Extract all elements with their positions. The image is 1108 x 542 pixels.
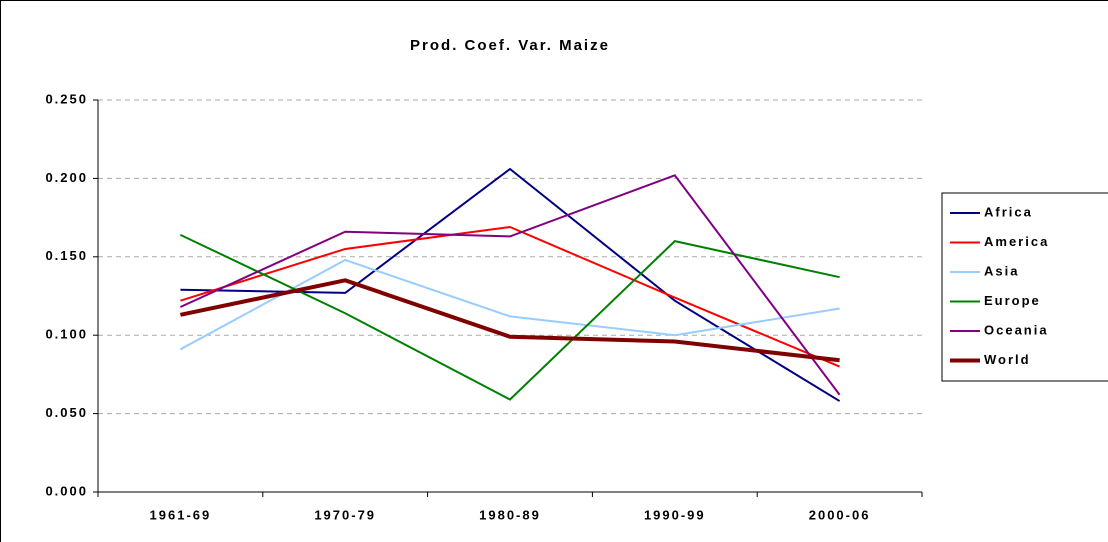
x-tick-label: 2000-06: [809, 507, 871, 522]
x-tick-label: 1980-89: [479, 507, 541, 522]
y-tick-label: 0.050: [45, 405, 88, 420]
x-tick-label: 1990-99: [644, 507, 706, 522]
legend-box: [941, 192, 1108, 382]
x-tick-label: 1970-79: [314, 507, 376, 522]
series-line: [180, 225, 840, 368]
legend-label: Europe: [984, 293, 1041, 308]
y-tick-label: 0.200: [45, 170, 88, 185]
x-tick-label: 1961-69: [150, 507, 212, 522]
y-tick-label: 0.250: [45, 91, 88, 106]
y-tick-label: 0.000: [45, 483, 88, 498]
legend-label: America: [984, 234, 1049, 249]
series-line: [179, 278, 840, 363]
legend-label: World: [984, 352, 1031, 367]
series-line: [179, 233, 840, 401]
y-tick-label: 0.100: [45, 327, 88, 342]
legend-label: Africa: [984, 204, 1033, 219]
series-line: [179, 174, 841, 396]
legend-label: Oceania: [984, 322, 1049, 337]
series-line: [179, 258, 840, 351]
legend-label: Asia: [984, 263, 1019, 278]
y-tick-label: 0.150: [45, 248, 88, 263]
chart-title: Prod. Coef. Var. Maize: [410, 37, 610, 54]
